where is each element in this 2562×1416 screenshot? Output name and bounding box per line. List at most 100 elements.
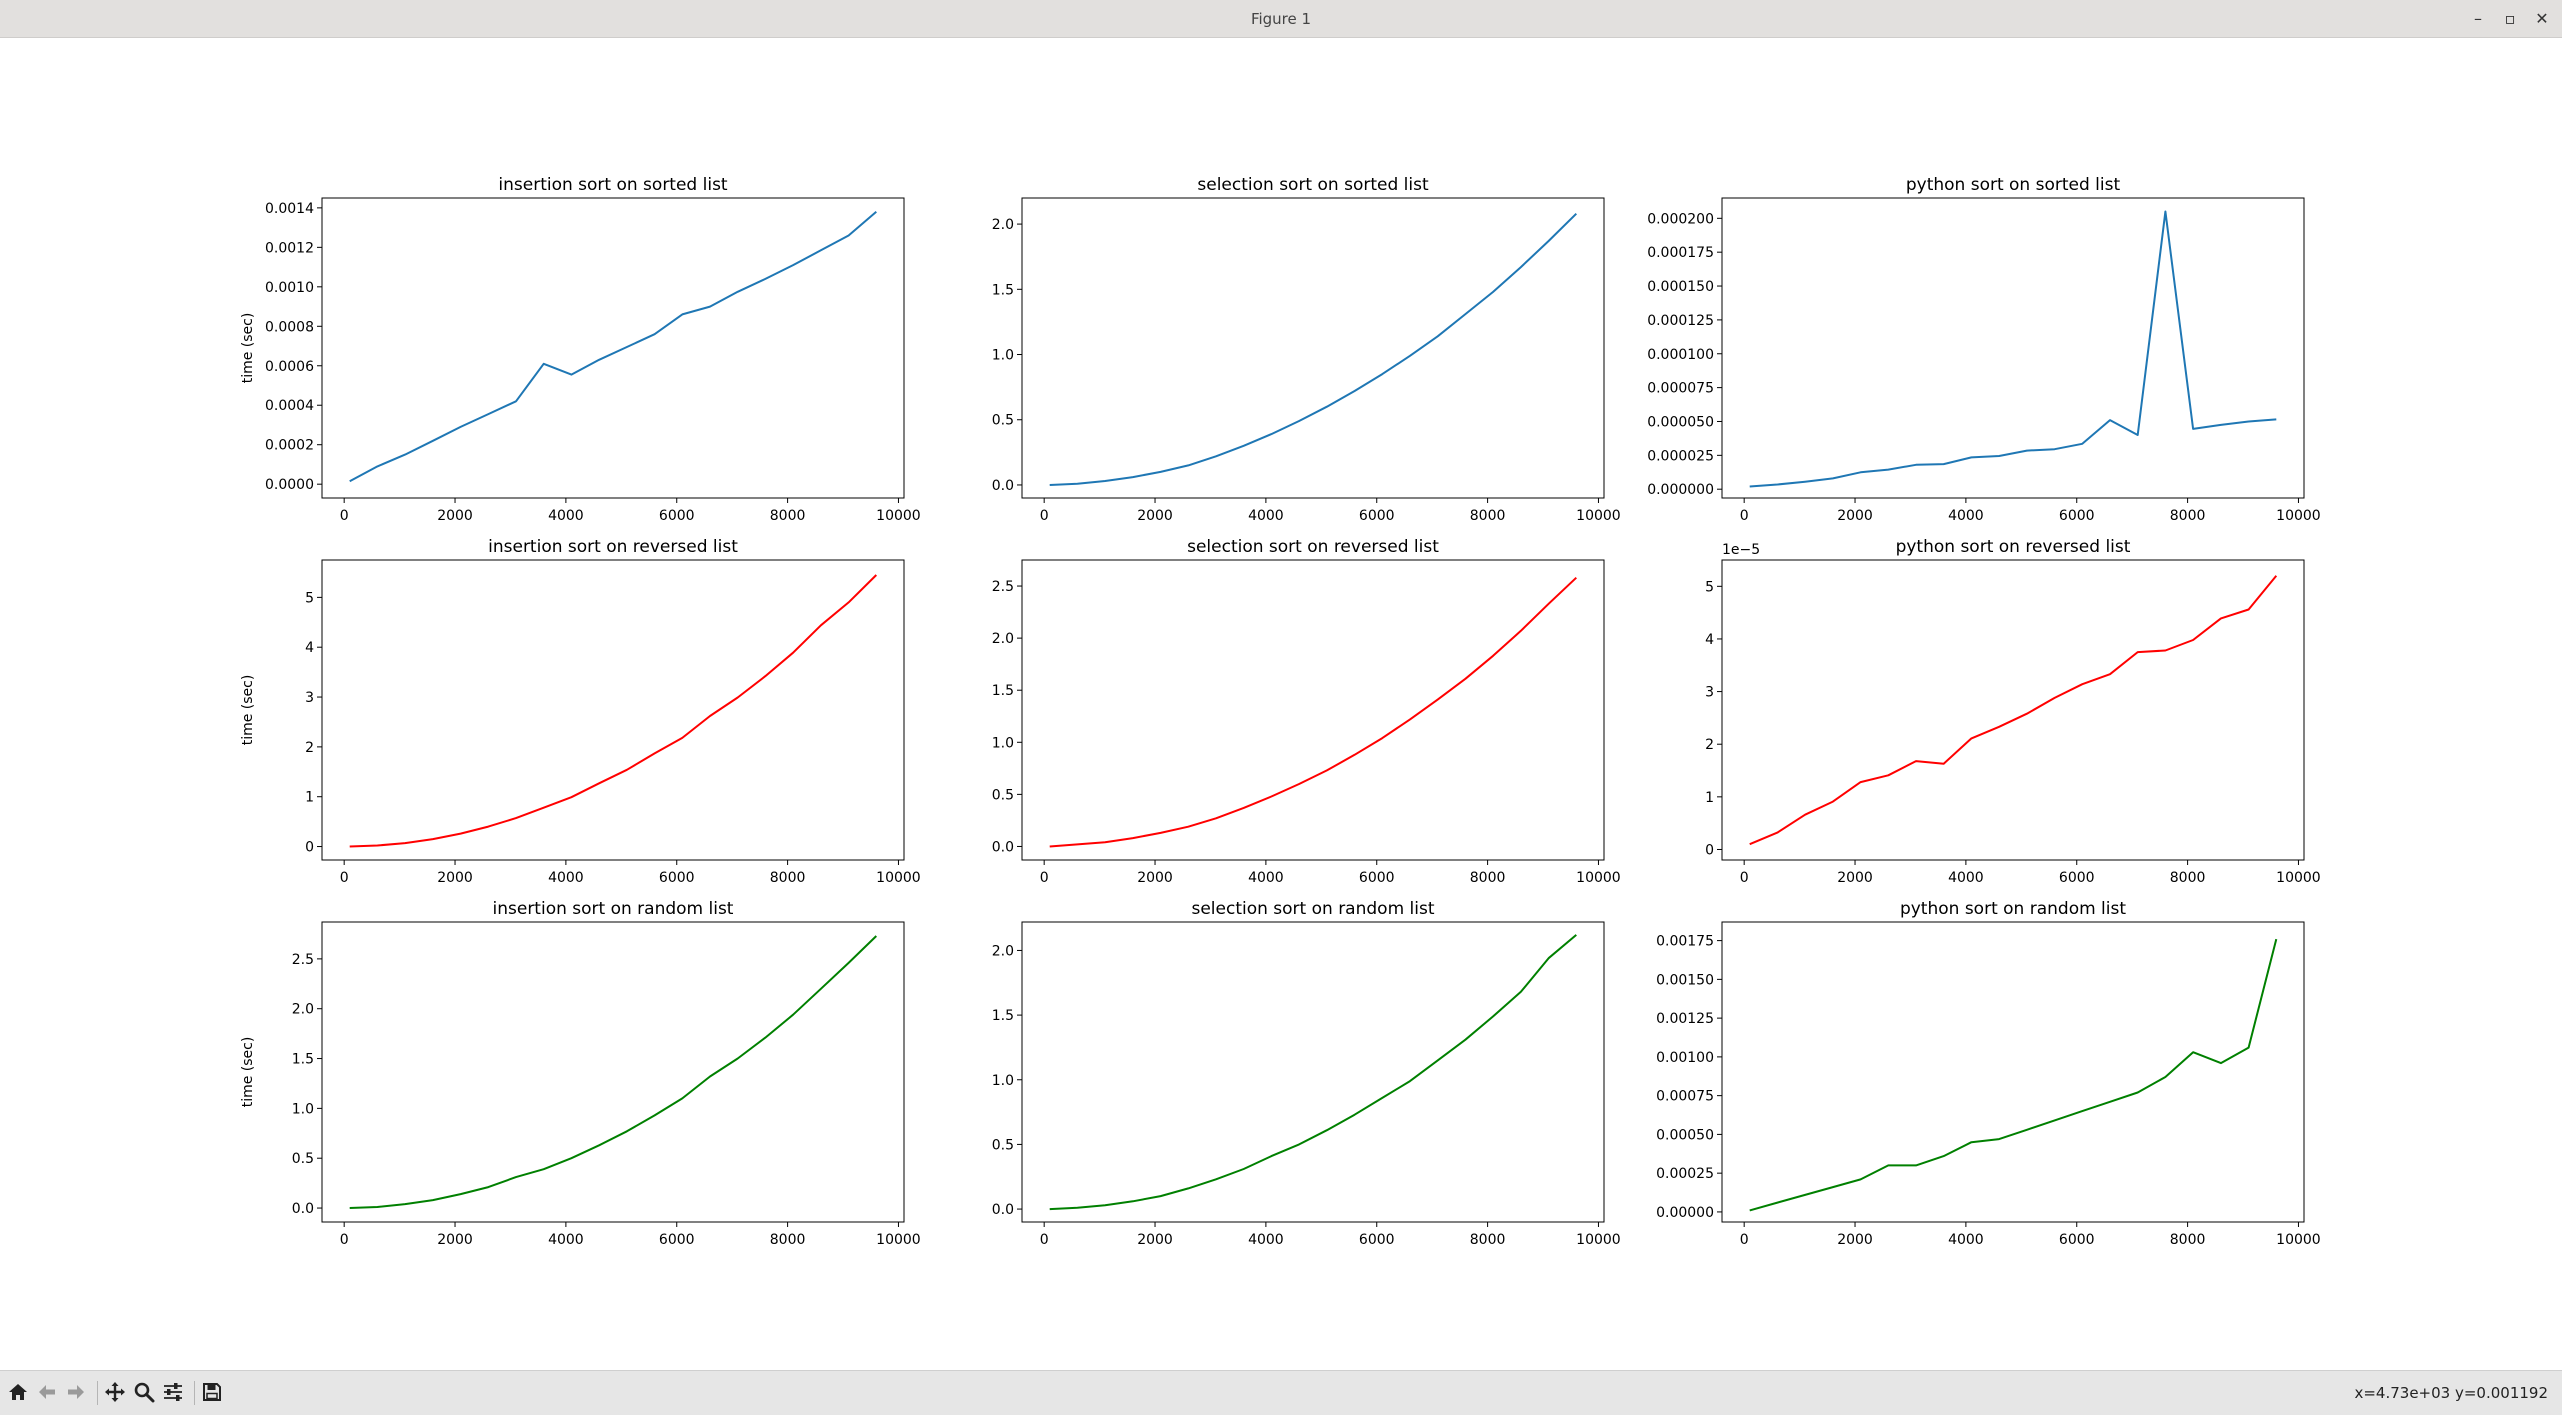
data-point xyxy=(1381,373,1383,375)
data-point xyxy=(1776,1202,1778,1204)
x-tick-label: 6000 xyxy=(659,508,695,524)
close-button[interactable]: ✕ xyxy=(2535,9,2549,28)
arrow-right-icon xyxy=(68,1385,84,1399)
configure-subplots-button[interactable] xyxy=(158,1377,188,1407)
data-point xyxy=(1243,807,1245,809)
minimize-button[interactable]: – xyxy=(2474,9,2482,28)
maximize-button[interactable]: ▫ xyxy=(2504,9,2516,28)
data-point xyxy=(487,826,489,828)
x-tick-label: 6000 xyxy=(1359,1232,1395,1248)
x-tick-label: 2000 xyxy=(1837,870,1873,886)
data-point xyxy=(1970,737,1972,739)
floppy-disk-icon xyxy=(203,1383,221,1401)
data-point xyxy=(349,1207,351,1209)
data-point xyxy=(1326,769,1328,771)
y-tick-label: 0.00100 xyxy=(1656,1050,1714,1066)
subplot-python-sort-on-sorted-list: 0 2000 4000 6000 8000 10000 0.000000 0.000025 0.… xyxy=(1647,175,2321,524)
data-point xyxy=(1076,843,1078,845)
x-tick-label: 0 xyxy=(1040,508,1049,524)
data-point xyxy=(1464,1039,1466,1041)
data-point xyxy=(1492,1015,1494,1017)
home-icon xyxy=(9,1384,27,1400)
x-tick-label: 10000 xyxy=(876,1232,921,1248)
data-point xyxy=(737,291,739,293)
data-point xyxy=(570,796,572,798)
x-tick-label: 10000 xyxy=(2276,508,2321,524)
data-point xyxy=(1132,837,1134,839)
data-point xyxy=(1160,832,1162,834)
axes-frame xyxy=(321,559,905,861)
data-point xyxy=(848,962,850,964)
data-point xyxy=(1464,313,1466,315)
y-tick-label: 0 xyxy=(305,840,314,856)
data-point xyxy=(349,846,351,848)
data-point xyxy=(1998,726,2000,728)
data-point xyxy=(1575,934,1577,936)
figure-svg: 0 2000 4000 6000 8000 100000.00000.00020.0004… xyxy=(240,175,2321,1248)
data-point xyxy=(792,652,794,654)
toolbar-separator xyxy=(194,1381,195,1405)
x-tick-label: 2000 xyxy=(1137,508,1173,524)
data-point xyxy=(432,838,434,840)
x-tick-label: 0 xyxy=(1040,1232,1049,1248)
x-tick-label: 8000 xyxy=(770,870,806,886)
zoom-button[interactable] xyxy=(129,1377,159,1407)
back-button[interactable] xyxy=(32,1377,62,1407)
x-tick-label: 6000 xyxy=(2059,870,2095,886)
data-point xyxy=(598,782,600,784)
y-axis-label: time (sec) xyxy=(240,675,256,746)
data-point xyxy=(1160,1195,1162,1197)
x-tick-label: 4000 xyxy=(1248,1232,1284,1248)
data-point xyxy=(1215,817,1217,819)
data-point xyxy=(598,1144,600,1146)
data-point xyxy=(1998,455,2000,457)
data-point xyxy=(515,400,517,402)
data-point xyxy=(598,359,600,361)
forward-button[interactable] xyxy=(61,1377,91,1407)
y-tick-label: 2 xyxy=(1705,737,1714,753)
y-tick-label: 0.000050 xyxy=(1647,414,1714,430)
y-tick-label: 5 xyxy=(305,590,314,606)
data-point xyxy=(1243,445,1245,447)
pan-button[interactable] xyxy=(100,1377,130,1407)
y-tick-label: 1.0 xyxy=(992,348,1014,364)
y-tick-label: 0.0014 xyxy=(265,201,314,217)
x-tick-label: 4000 xyxy=(1248,508,1284,524)
data-point xyxy=(2054,1119,2056,1121)
y-tick-label: 0.000125 xyxy=(1647,313,1714,329)
series-line xyxy=(1049,212,1578,486)
figure-canvas[interactable]: 0 2000 4000 6000 8000 10000 0.0000 0.0002 0.0004… xyxy=(0,38,2562,1370)
y-tick-label: 0.5 xyxy=(292,1151,314,1167)
data-point xyxy=(404,454,406,456)
data-point xyxy=(2137,651,2139,653)
data-point xyxy=(1049,484,1051,486)
y-tick-label: 2 xyxy=(305,740,314,756)
data-point xyxy=(820,988,822,990)
data-point xyxy=(460,833,462,835)
window-titlebar: Figure 1 – ▫ ✕ xyxy=(0,0,2562,38)
data-point xyxy=(848,601,850,603)
data-point xyxy=(1776,832,1778,834)
data-point xyxy=(349,480,351,482)
data-point xyxy=(1409,718,1411,720)
x-tick-label: 2000 xyxy=(1837,1232,1873,1248)
data-point xyxy=(2026,1129,2028,1131)
data-point xyxy=(1049,845,1051,847)
subplot-python-sort-on-random-list: 0 2000 4000 6000 8000 10000 0.00000 0.00025 0.00… xyxy=(1656,899,2321,1248)
data-point xyxy=(2054,697,2056,699)
data-point xyxy=(2192,639,2194,641)
subplot-selection-sort-on-reversed-list: 0 2000 4000 6000 8000 10000 0.0 0.5 1.0 1.5 2.0 2.5… xyxy=(992,537,1621,886)
data-point xyxy=(515,1176,517,1178)
data-point xyxy=(875,574,877,576)
data-point xyxy=(1548,603,1550,605)
toolbar-separator xyxy=(97,1381,98,1405)
save-button[interactable] xyxy=(197,1377,227,1407)
subplot-selection-sort-on-sorted-list: 0 2000 4000 6000 8000 10000 0.0 0.5 1.0 1.5 2.0 sel… xyxy=(992,175,1621,524)
data-point xyxy=(2054,448,2056,450)
x-tick-label: 6000 xyxy=(2059,1232,2095,1248)
series-line xyxy=(349,574,878,848)
home-button[interactable] xyxy=(3,1377,33,1407)
x-tick-label: 6000 xyxy=(659,1232,695,1248)
data-point xyxy=(487,1186,489,1188)
subplot-title: insertion sort on sorted list xyxy=(498,175,728,195)
